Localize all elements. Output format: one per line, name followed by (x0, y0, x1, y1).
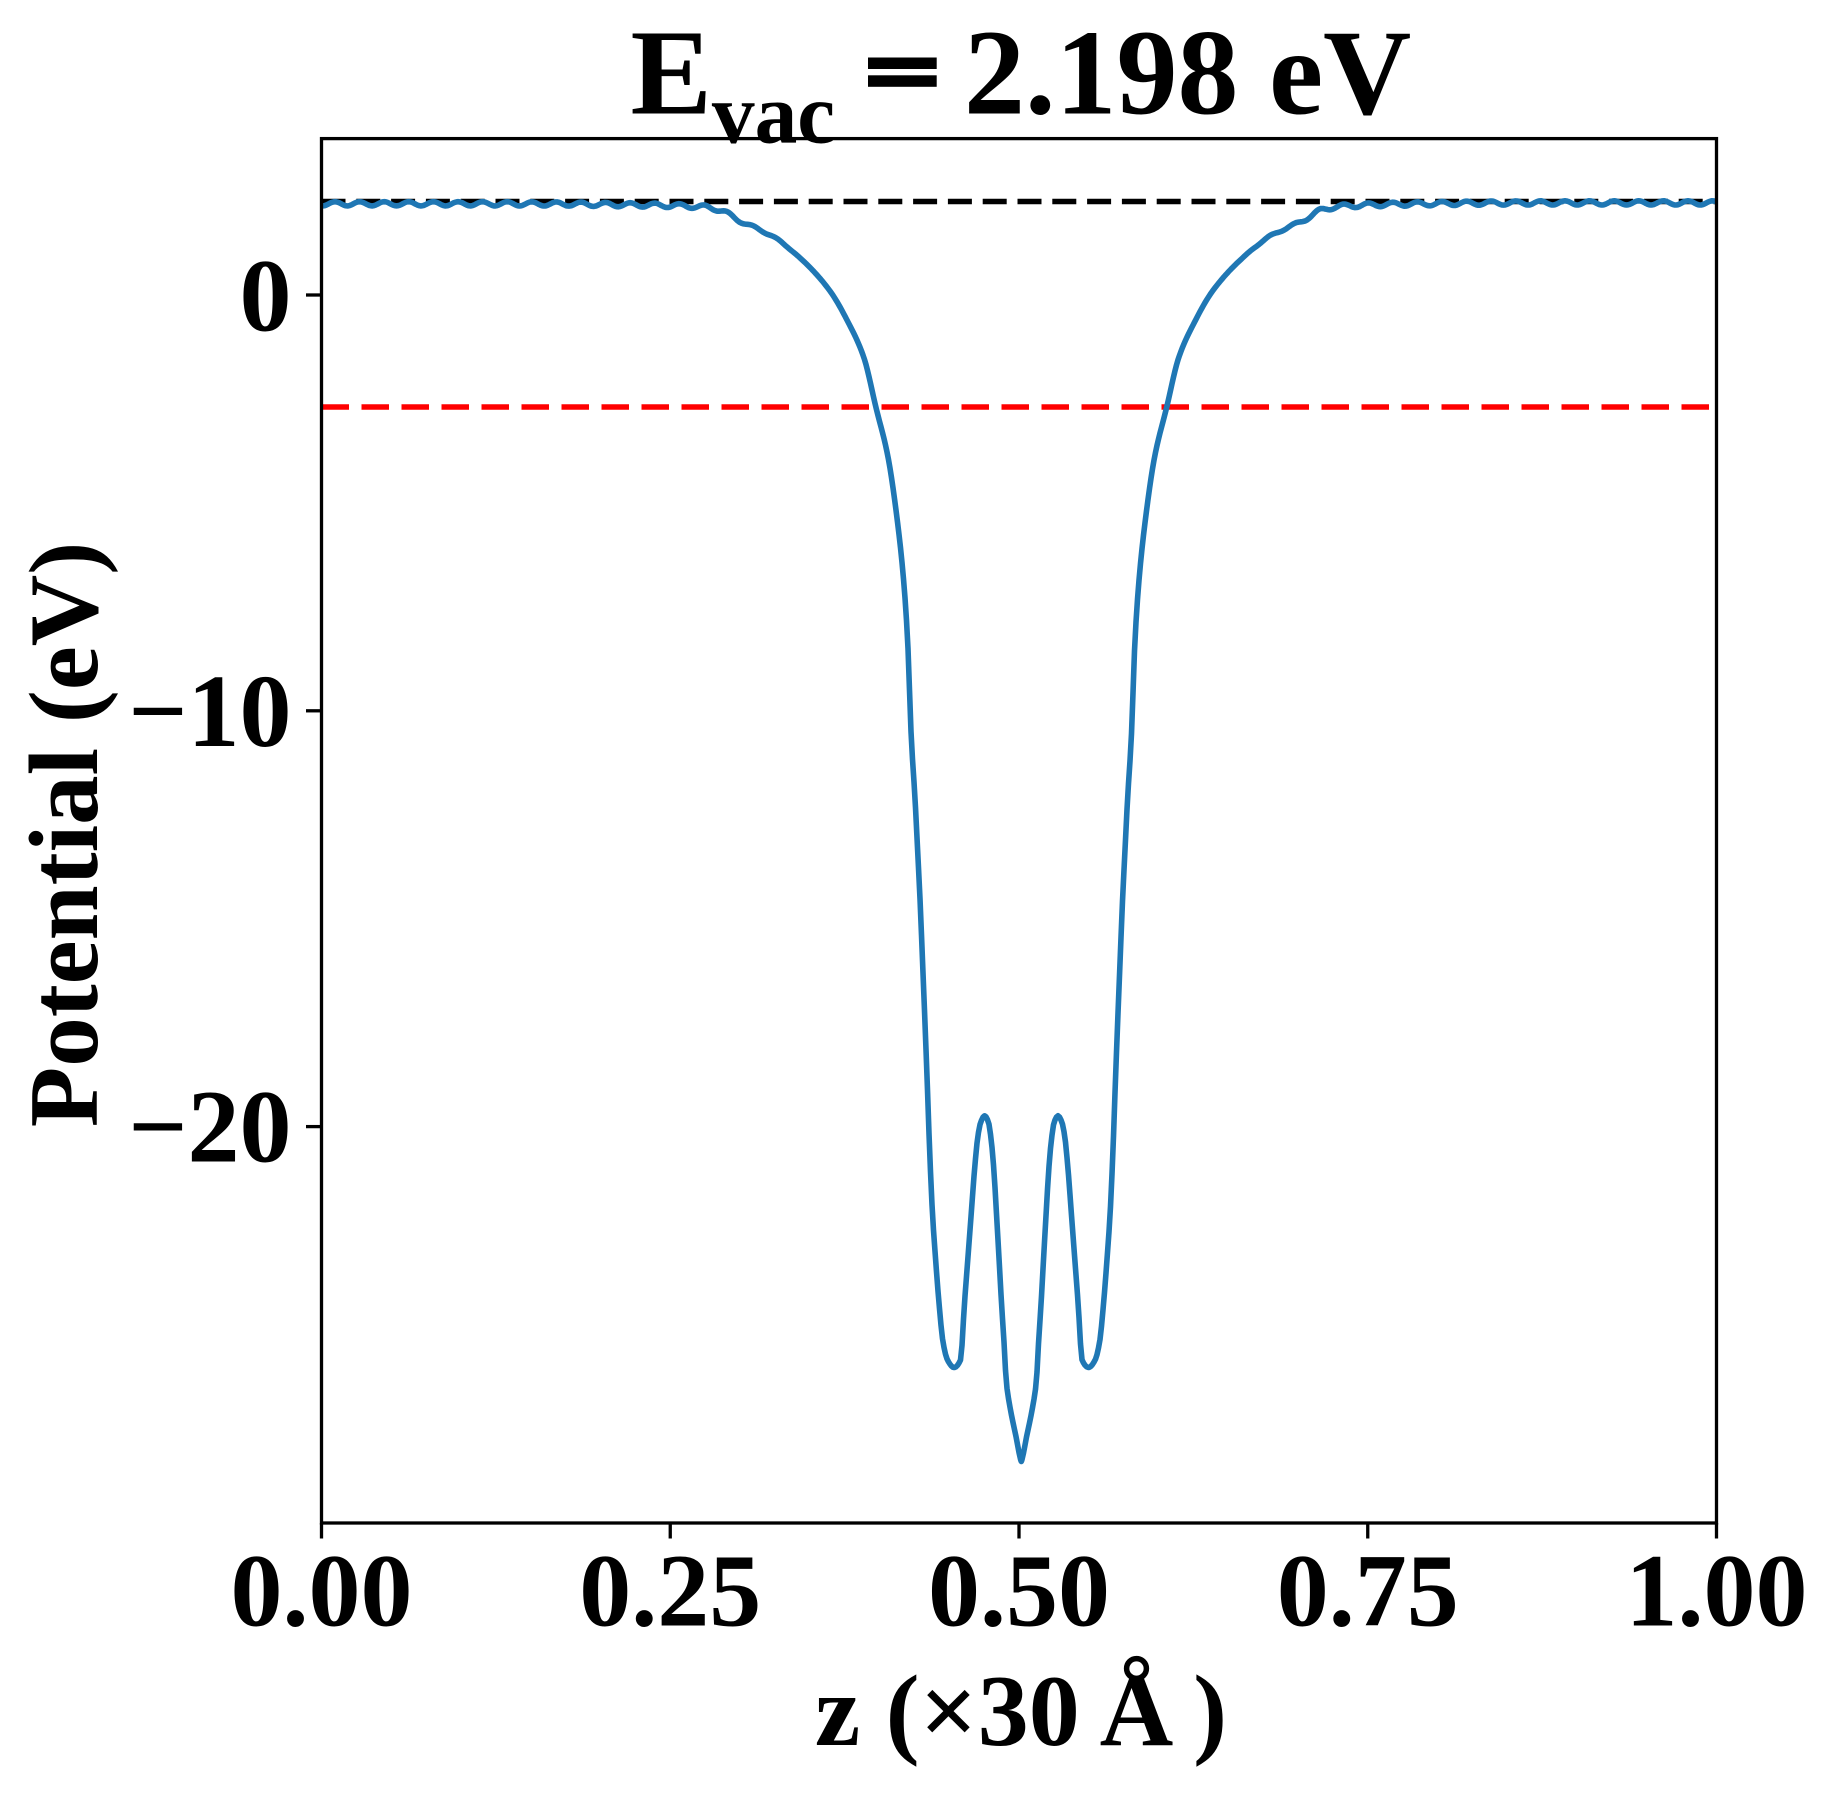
svg-text:0.00: 0.00 (231, 1534, 413, 1649)
svg-text:−10: −10 (128, 654, 291, 769)
svg-text:2.198 eV: 2.198 eV (964, 6, 1411, 141)
svg-text:1.00: 1.00 (1626, 1534, 1808, 1649)
svg-text:z (×30 A ): z (×30 A ) (815, 1655, 1227, 1768)
svg-text:−20: −20 (128, 1070, 291, 1185)
svg-text:0.25: 0.25 (579, 1534, 761, 1649)
svg-text:0.75: 0.75 (1277, 1534, 1459, 1649)
svg-text:0.50: 0.50 (928, 1534, 1110, 1649)
svg-text:0: 0 (240, 238, 292, 353)
svg-text:Potential (eV): Potential (eV) (10, 542, 119, 1128)
